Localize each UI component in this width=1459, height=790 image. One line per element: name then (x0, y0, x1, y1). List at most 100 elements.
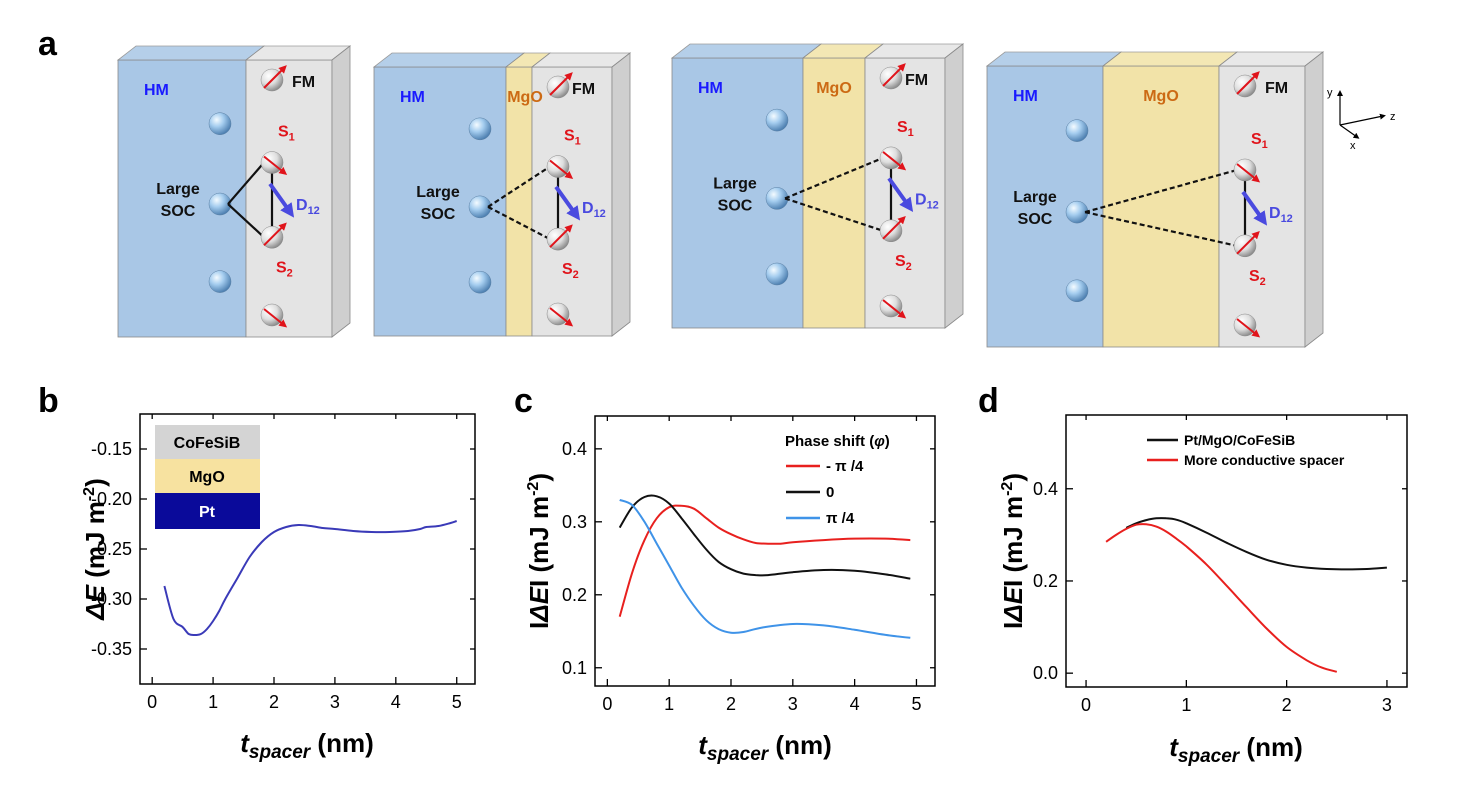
mgo-label: MgO (1143, 88, 1179, 105)
fm-layer (245, 59, 333, 338)
chart-b-xlabel: tspacer (nm) (240, 728, 374, 763)
spin-arrow-4 (1236, 318, 1261, 338)
x-tick-label: 2 (726, 694, 736, 714)
spin-arrow-1 (882, 63, 906, 87)
d12-label: D12 (1269, 205, 1293, 225)
s2-label: S2 (562, 261, 579, 281)
chart-d-frame (1065, 414, 1408, 688)
chart-b-ylabel: ΔE (mJ m-2) (80, 478, 110, 621)
spin-arrow-4 (263, 308, 288, 328)
spin-arrow-4 (882, 299, 907, 319)
chart-c-legend: Phase shift (φ) - π /4 0 π /4 (785, 433, 890, 527)
x-tick-label: 4 (850, 694, 860, 714)
bond-line-2 (1084, 211, 1238, 247)
mgo-layer-top (1101, 51, 1239, 67)
dmi-vector (1241, 190, 1268, 226)
legend-label-pi4: π /4 (826, 510, 855, 527)
bond-line-2 (487, 205, 551, 241)
x-tick-label: 2 (269, 692, 279, 712)
inset-label-mgo: MgO (189, 469, 225, 486)
x-tick-label: 0 (602, 694, 612, 714)
inset-layer-mgo (155, 459, 260, 493)
soc-label-line1: Large (1013, 189, 1057, 206)
fm-layer-side (331, 45, 351, 338)
panel-label-d: d (978, 382, 999, 420)
legend-label-zero: 0 (826, 484, 834, 501)
hm-atom-2 (468, 195, 492, 219)
hm-atom-3 (468, 270, 492, 294)
s1-label: S1 (1251, 131, 1268, 151)
chart-d-ylabel: IΔEI (mJ m-2) (998, 473, 1028, 629)
axis-x-label: x (1350, 140, 1356, 152)
s2-label: S2 (895, 253, 912, 273)
fm-label: FM (292, 74, 315, 91)
y-tick-label: -0.30 (91, 589, 132, 609)
fm-layer-side (611, 52, 631, 337)
chart-c-ylabel: IΔEI (mJ m-2) (524, 473, 554, 629)
y-tick-label: 0.0 (1033, 663, 1058, 683)
fm-layer-side (944, 43, 964, 329)
d12-label: D12 (582, 200, 606, 220)
soc-label-line2: SOC (1018, 211, 1053, 228)
chart-c-series-zero (618, 494, 911, 580)
dmi-vector (268, 182, 295, 218)
spin-arrow-2 (549, 159, 574, 180)
d12-label: D12 (296, 197, 320, 217)
y-tick-label: 0.2 (562, 585, 587, 605)
fm-label: FM (905, 72, 928, 89)
soc-label-line2: SOC (718, 197, 753, 214)
s1-label: S1 (564, 128, 581, 148)
y-tick-label: 0.1 (562, 658, 587, 678)
panel-label-c: c (514, 382, 533, 420)
s2-label: S2 (276, 259, 293, 279)
hm-atom-2 (208, 192, 232, 216)
hm-layer-top (372, 52, 526, 68)
hm-atom-1 (468, 117, 492, 141)
schematic-device-1: HM FM S1 S2 D12 Large SOC (116, 45, 352, 338)
chart-d: 0 1 2 3 0.0 0.2 0.4 Pt/MgO/CoFeSiB More conduc… (998, 414, 1408, 767)
spin-arrow-3 (1236, 231, 1260, 255)
chart-c-series-minus-pi4 (618, 504, 911, 617)
x-tick-label: 3 (788, 694, 798, 714)
x-tick-label: 4 (391, 692, 401, 712)
chart-c: 0 1 2 3 4 5 0.1 0.2 0.3 0.4 Phase shift (φ) - π /… (524, 415, 936, 765)
x-tick-label: 0 (1081, 695, 1091, 715)
soc-label-line1: Large (713, 175, 757, 192)
spin-arrow-3 (263, 222, 287, 246)
schematic-panel-a: HM FM S1 S2 D12 Large SOC HM FM MgO S1 S2 D12 Large SO… (116, 43, 1325, 348)
mgo-layer (802, 57, 866, 329)
chart-c-legend-title: Phase shift (φ) (785, 433, 890, 450)
coordinate-axes-icon: y z x (1327, 87, 1396, 152)
bond-line-1 (784, 156, 884, 200)
spin-arrow-1 (263, 65, 287, 89)
spin-arrow-2 (263, 155, 288, 175)
dmi-vector (887, 177, 914, 213)
hm-layer-top (985, 51, 1123, 67)
y-tick-label: -0.25 (91, 539, 132, 559)
hm-atom-1 (765, 108, 789, 132)
y-tick-label: -0.20 (91, 489, 132, 509)
schematic-device-2: HM FM MgO S1 S2 D12 Large SOC (372, 52, 632, 337)
legend-label-pt-mgo-cofesib: Pt/MgO/CoFeSiB (1184, 432, 1295, 448)
hm-label: HM (400, 89, 425, 106)
fm-layer (864, 57, 946, 329)
mgo-layer (1102, 65, 1220, 348)
y-tick-label: 0.3 (562, 512, 587, 532)
mgo-label: MgO (816, 80, 852, 97)
hm-atom-2 (765, 187, 789, 210)
chart-b-inset-stack: CoFeSiB MgO Pt (155, 425, 260, 529)
spin-arrow-3 (549, 224, 573, 248)
mgo-layer (505, 66, 533, 337)
inset-layer-pt (155, 493, 260, 529)
y-tick-label: -0.35 (91, 639, 132, 659)
schematic-device-3: HM FM MgO S1 S2 D12 Large SOC (670, 43, 965, 329)
spin-arrow-2 (882, 151, 907, 171)
s2-label: S2 (1249, 268, 1266, 288)
soc-label-line1: Large (156, 181, 200, 198)
fm-layer-side (1304, 51, 1324, 348)
bond-line-1 (227, 161, 265, 205)
bond-line-2 (227, 203, 265, 239)
chart-d-series-conductive-spacer (1105, 523, 1338, 673)
hm-atom-3 (765, 262, 789, 286)
